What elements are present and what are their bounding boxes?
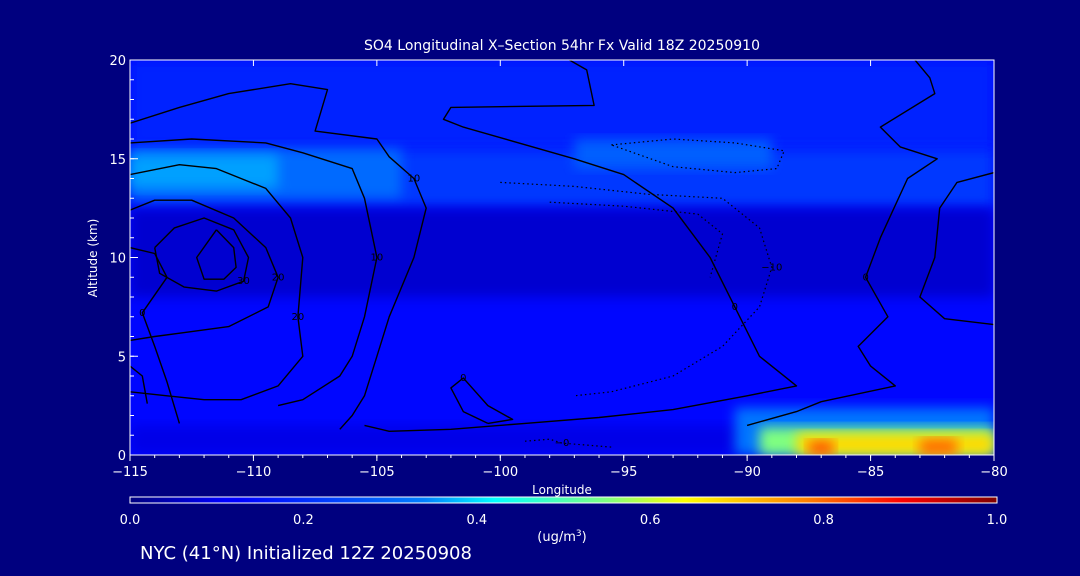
colorbar: 0.0 0.2 0.4 0.6 0.8 1.0 (ug/m3) [120,496,1008,545]
y-tick-label: 10 [109,252,126,267]
y-tick-label: 5 [118,350,126,365]
colorbar-unit-prefix: (ug/m [537,530,576,545]
contour-label: 10 [370,253,383,264]
colorbar-unit-label: (ug/m3) [537,529,586,545]
colorbar-ticks: 0.0 0.2 0.4 0.6 0.8 1.0 [120,513,1008,528]
x-tick-label: −80 [980,465,1007,480]
contour-label: 20 [291,312,304,323]
contour-label: 0 [862,272,868,283]
contour-label: −10 [761,262,782,273]
colorbar-gradient [129,496,998,504]
chart-title: SO4 Longitudinal X–Section 54hr Fx Valid… [364,38,760,54]
colorbar-unit-suffix: ) [582,530,587,545]
contour-line [154,217,250,292]
contour-label: 0 [732,302,738,313]
contour-labels: 0 0 10 10 20 20 30 0 0 −10 −0 [139,174,869,450]
plot-area: 0 0 10 10 20 20 30 0 0 −10 −0 [129,59,995,456]
concentration-field [130,60,994,455]
y-axis-title: Altitude (km) [86,219,100,298]
contour-line [130,199,279,342]
contour-label: 10 [408,174,421,185]
x-tick-label: −105 [359,465,395,480]
x-tick-label: −115 [112,465,148,480]
contour-line [130,138,378,407]
x-tick-label: −110 [236,465,272,480]
colorbar-tick-label: 0.0 [120,513,141,528]
field-region [808,441,834,455]
field-region [919,439,957,455]
x-tick-label: −90 [733,465,760,480]
contour-line [611,138,785,174]
contour-line [919,171,994,326]
contour-line [130,246,181,424]
y-tick-label: 0 [118,449,126,464]
contour-line [130,163,304,401]
contour-label: −0 [555,438,570,449]
x-tick-label: −95 [610,465,637,480]
field-region [574,139,772,169]
colorbar-tick-label: 0.2 [293,513,314,528]
contour-line [450,377,514,425]
field-region [130,154,279,189]
contour-label: 20 [272,272,285,283]
x-tick-label: −85 [857,465,884,480]
colorbar-unit-power: 3 [576,529,582,539]
x-axis: −115 −110 −105 −100 −95 −90 −85 −80 [112,60,1008,480]
field-region [130,60,994,149]
contour-line [549,201,724,278]
field-region [130,208,994,297]
contour-line [130,82,427,430]
colorbar-tick-label: 0.4 [466,513,487,528]
y-axis: 0 5 10 15 20 [109,54,138,464]
y-tick-label: 20 [109,54,126,69]
y-tick-label: 15 [109,153,126,168]
contour-line [195,229,237,280]
contour-line [364,60,798,432]
contour-line [500,181,773,397]
contour-label: 0 [460,373,466,384]
x-tick-label: −100 [482,465,518,480]
colorbar-tick-label: 0.8 [813,513,834,528]
x-axis-title: Longitude [532,483,592,497]
contour-line [746,60,938,427]
contour-label: 0 [139,308,145,319]
footer-init-text: NYC (41°N) Initialized 12Z 20250908 [140,543,472,564]
colorbar-tick-label: 0.6 [640,513,661,528]
contour-line [130,365,148,404]
colorbar-tick-label: 1.0 [987,513,1008,528]
contour-label: 30 [237,276,250,287]
contour-lines [130,60,994,448]
